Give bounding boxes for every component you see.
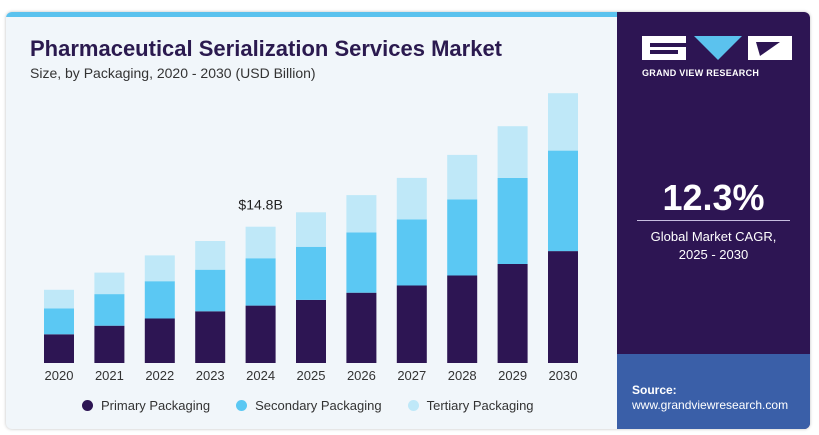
x-tick-label-2021: 2021: [95, 368, 124, 383]
bar-primary-2028: [447, 275, 478, 363]
bar-primary-2030: [548, 251, 578, 363]
bar-primary-2025: [296, 299, 326, 363]
source-label: Source:: [632, 383, 677, 397]
x-tick-label-2027: 2027: [397, 368, 426, 383]
x-tick-label-2020: 2020: [45, 368, 74, 383]
bar-secondary-2030: [548, 150, 578, 252]
source-url[interactable]: www.grandviewresearch.com: [632, 398, 789, 412]
annotation-total-2024: $14.8B: [238, 197, 282, 213]
bar-primary-2021: [94, 325, 125, 363]
bar-secondary-2024: [245, 258, 276, 306]
bar-secondary-2026: [346, 232, 377, 293]
chart-subtitle: Size, by Packaging, 2020 - 2030 (USD Bil…: [30, 65, 316, 81]
bar-secondary-2022: [144, 281, 175, 319]
bar-secondary-2027: [396, 219, 427, 286]
legend-item-secondary: Secondary Packaging: [236, 398, 382, 413]
bar-primary-2026: [346, 292, 377, 363]
bar-tertiary-2021: [94, 272, 125, 295]
x-tick-label-2022: 2022: [145, 368, 174, 383]
chart-title: Pharmaceutical Serialization Services Ma…: [30, 36, 503, 61]
bar-secondary-2028: [447, 199, 478, 276]
x-tick-label-2025: 2025: [297, 368, 326, 383]
bar-tertiary-2028: [447, 154, 478, 200]
bar-tertiary-2027: [396, 177, 427, 220]
bar-tertiary-2020: [44, 289, 74, 309]
x-tick-label-2023: 2023: [196, 368, 225, 383]
summary-panel: GRAND VIEW RESEARCH 12.3% Global Market …: [617, 12, 810, 429]
bar-secondary-2020: [44, 308, 74, 335]
cagr-caption: Global Market CAGR, 2025 - 2030: [617, 228, 810, 264]
legend-item-tertiary: Tertiary Packaging: [407, 398, 534, 413]
legend-label-primary: Primary Packaging: [101, 398, 211, 413]
cagr-label: Global Market CAGR,: [650, 229, 777, 244]
legend-swatch-secondary: [236, 400, 248, 411]
bar-tertiary-2026: [346, 195, 377, 233]
bar-tertiary-2024: [245, 226, 276, 259]
bar-tertiary-2022: [144, 255, 175, 282]
brand-logo: GRAND VIEW RESEARCH: [642, 34, 792, 78]
bar-primary-2027: [396, 285, 427, 363]
bar-tertiary-2030: [548, 93, 578, 151]
x-tick-label-2024: 2024: [246, 368, 275, 383]
bar-primary-2020: [44, 334, 74, 363]
bar-primary-2029: [497, 264, 528, 363]
bar-tertiary-2023: [195, 241, 226, 270]
chart-panel: Pharmaceutical Serialization Services Ma…: [6, 12, 617, 429]
bar-primary-2023: [195, 311, 226, 363]
bar-primary-2022: [144, 318, 175, 363]
x-tick-label-2030: 2030: [549, 368, 578, 383]
legend-label-secondary: Secondary Packaging: [255, 398, 382, 413]
stacked-bar-chart: 2020 2021 2022 2023 2024 $14.8B 2025 2026 2027 20…: [44, 93, 578, 383]
source-band: [617, 354, 810, 429]
bar-tertiary-2029: [497, 126, 528, 178]
cagr-period: 2025 - 2030: [678, 247, 749, 262]
bar-primary-2024: [245, 305, 276, 363]
chart-legend: Primary Packaging Secondary Packaging Te…: [82, 398, 534, 413]
divider: [637, 220, 790, 221]
legend-item-primary: Primary Packaging: [82, 398, 210, 413]
bar-secondary-2025: [296, 246, 326, 300]
cagr-value: 12.3%: [662, 177, 765, 218]
bar-secondary-2023: [195, 269, 226, 312]
x-tick-label-2029: 2029: [498, 368, 527, 383]
x-tick-label-2026: 2026: [347, 368, 376, 383]
bar-secondary-2021: [94, 294, 125, 326]
x-tick-label-2028: 2028: [448, 368, 477, 383]
legend-swatch-primary: [82, 400, 93, 411]
infographic-card: Pharmaceutical Serialization Services Ma…: [6, 12, 810, 429]
bar-secondary-2029: [497, 177, 528, 264]
gvr-logo-icon: [642, 36, 792, 60]
accent-bar: [6, 12, 617, 17]
source-note: Source: www.grandviewresearch.com: [632, 383, 788, 413]
bar-tertiary-2025: [296, 212, 326, 247]
brand-name: GRAND VIEW RESEARCH: [642, 68, 760, 78]
legend-swatch-tertiary: [407, 400, 419, 411]
legend-label-tertiary: Tertiary Packaging: [426, 398, 534, 413]
